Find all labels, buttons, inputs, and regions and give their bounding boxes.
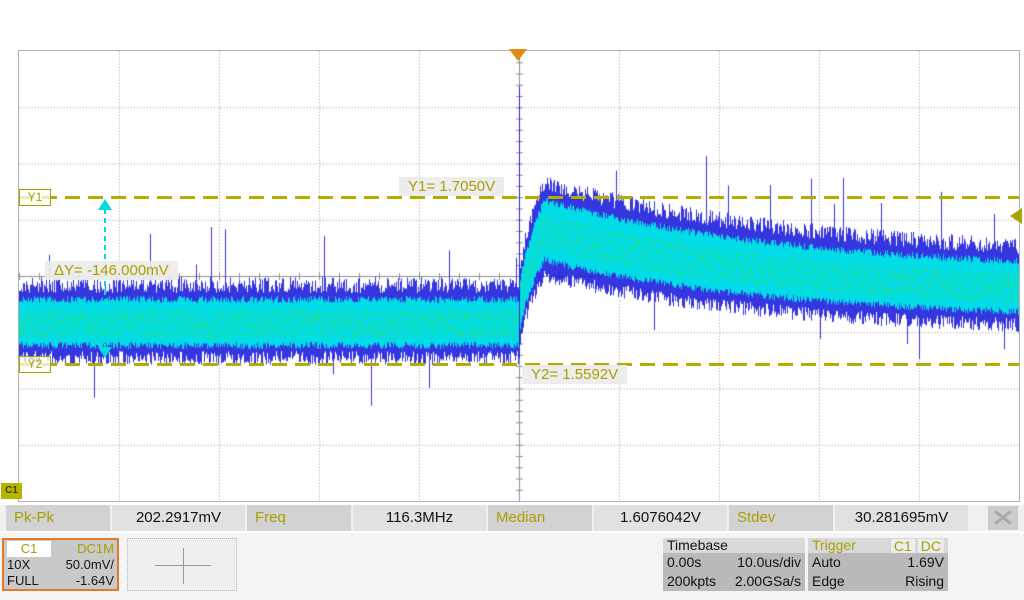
channel-offset: -1.64V (75, 573, 114, 588)
channel-c1-descriptor[interactable]: C1 DC1M 10X 50.0mV/ FULL -1.64V (2, 538, 119, 591)
measurement-value-median: 1.6076042V (594, 505, 727, 531)
cursor-y2-tag[interactable]: Y2 (19, 356, 51, 373)
add-trace-slot[interactable] (127, 538, 237, 591)
cursor-y2-readout: Y2= 1.5592V (522, 365, 628, 384)
trigger-source-chip: C1 (890, 538, 915, 553)
cursor-y1-tag[interactable]: Y1 (19, 189, 51, 206)
channel-name-chip: C1 (7, 541, 51, 557)
measurement-value-freq: 116.3MHz (353, 505, 486, 531)
channel-c1-grid-badge[interactable]: C1 (1, 483, 22, 499)
channel-bandwidth: FULL (7, 573, 39, 588)
measurement-label-pkpk[interactable]: Pk-Pk (6, 505, 110, 531)
descriptor-strip: C1 DC1M 10X 50.0mV/ FULL -1.64V Timebase (0, 533, 1024, 600)
measurement-label-median[interactable]: Median (488, 505, 592, 531)
delta-arrow-down-icon (98, 347, 112, 358)
trigger-mode: Auto (812, 554, 841, 570)
timebase-rate: 2.00GSa/s (734, 573, 801, 589)
channel-coupling: DC1M (77, 541, 114, 556)
timebase-title: Timebase (667, 537, 728, 553)
waveform-canvas (19, 51, 1019, 501)
trigger-descriptor[interactable]: Trigger C1 DC Auto 1.69V Edge Rising (808, 538, 948, 591)
timebase-tdiv: 10.0us/div (737, 554, 801, 570)
close-icon[interactable] (988, 506, 1018, 530)
waveform-display: Y1 Y2 Y1= 1.7050V Y2= 1.5592V ΔY= -146.0… (18, 50, 1022, 502)
timebase-descriptor[interactable]: Timebase 0.00s 10.0us/div 200kpts 2.00GS… (663, 538, 805, 591)
measurement-label-freq[interactable]: Freq (247, 505, 351, 531)
trigger-type: Edge (812, 573, 845, 589)
trigger-level-marker-icon[interactable] (1010, 208, 1022, 224)
cursor-y1-readout: Y1= 1.7050V (399, 177, 505, 196)
measurement-label-stdev[interactable]: Stdev (729, 505, 833, 531)
measurement-value-pkpk: 202.2917mV (112, 505, 245, 531)
delta-arrow-up-icon (98, 199, 112, 210)
timebase-samples: 200kpts (667, 573, 717, 589)
timebase-delay: 0.00s (667, 554, 702, 570)
trigger-coupling-chip: DC (917, 538, 944, 553)
trigger-title: Trigger (812, 537, 856, 553)
measurement-bar: Pk-Pk 202.2917mV Freq 116.3MHz Median 1.… (0, 505, 1024, 531)
measurement-value-stdev: 30.281695mV (835, 505, 968, 531)
channel-vdiv: 50.0mV/ (65, 557, 114, 572)
cursor-y1-line[interactable] (19, 196, 1019, 199)
trigger-slope: Rising (905, 573, 944, 589)
cursor-delta-readout: ΔY= -146.000mV (45, 261, 178, 280)
trigger-position-marker-icon[interactable] (509, 49, 527, 61)
cursor-y2-line[interactable] (19, 363, 1019, 366)
trigger-level: 1.69V (907, 554, 944, 570)
channel-probe: 10X (7, 557, 31, 572)
